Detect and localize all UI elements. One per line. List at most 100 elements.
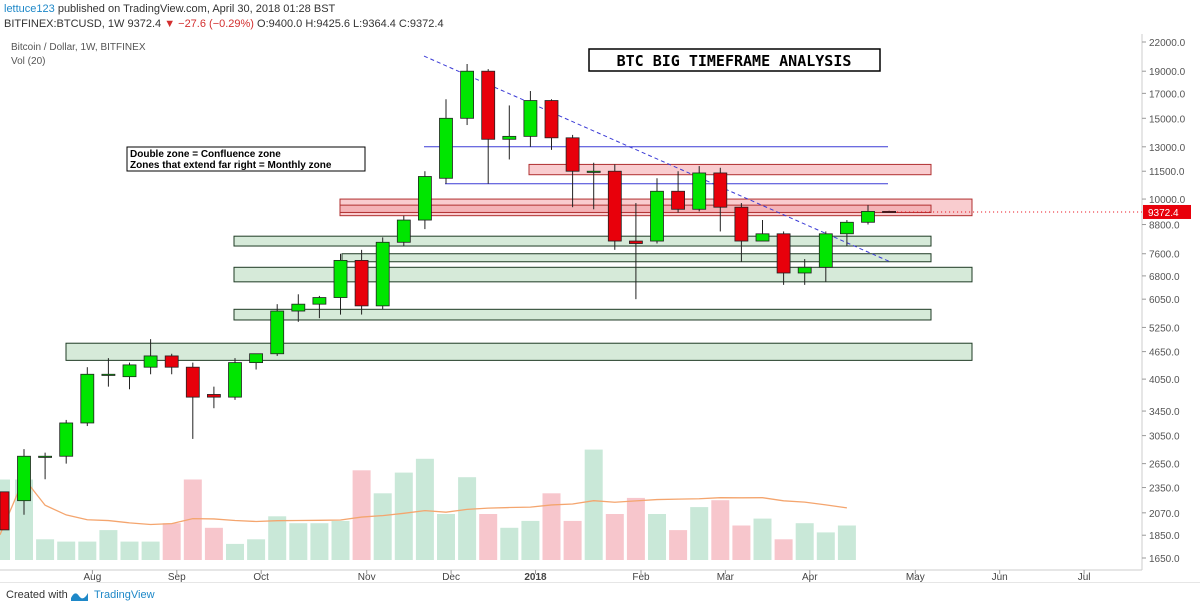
candle-body [439,117,453,179]
volume-bar [226,543,244,560]
volume-bar [204,527,223,560]
volume-bar [394,472,413,560]
volume-bar [162,523,181,560]
candle-body [333,259,348,298]
price-chart[interactable]: 9372.4 22000.0 19000.0 17000.0 15000.0 13000.… [0,34,1200,582]
support-zone [233,235,932,247]
publisher-link[interactable]: lettuce123 [4,3,55,15]
volume-bar [268,516,287,560]
candle-body [417,176,432,221]
candle-body [270,310,285,355]
candle-body [396,219,411,243]
price-axis-label: 15000.0 [1149,114,1186,125]
support-zone [233,308,932,321]
candle-body [122,364,137,378]
symbol-label: BITFINEX:BTCUSD, 1W [4,18,125,30]
time-axis-label: Oct [253,572,269,582]
volume-bar [183,479,202,560]
volume-bar [331,520,350,560]
price-axis-label: 10000.0 [1149,195,1186,206]
down-arrow-icon: ▼ [164,18,176,30]
price-change: −27.6 (−0.29%) [178,18,254,30]
volume-indicator-label: Vol (20) [11,56,45,67]
annotation-box [126,146,366,172]
price-axis-label: 6050.0 [1149,295,1180,306]
candle-body [565,137,580,172]
candle-body [228,362,242,398]
tradingview-brand-link[interactable]: TradingView [94,589,155,601]
candle-body [481,70,496,140]
volume-bar [352,470,371,560]
publish-info: lettuce123 published on TradingView.com,… [4,3,335,15]
candle-body [840,221,854,235]
candle-body [164,355,179,368]
volume-bar [415,458,434,560]
volume-bar [584,449,603,560]
volume-bar [99,530,118,560]
candle-body [206,394,221,398]
volume-bar [479,514,498,560]
resistance-zone [528,163,932,176]
last-price: 9372.4 [127,18,162,30]
price-axis-label: 1850.0 [1149,531,1180,542]
volume-bar [605,514,624,560]
candle-body [776,233,791,274]
price-axis-label: 3050.0 [1149,432,1180,443]
candle-body [629,240,643,244]
candle-body [291,303,306,312]
price-axis-label: 8800.0 [1149,221,1180,232]
volume-bar [500,527,519,560]
price-axis-label: 2650.0 [1149,460,1180,471]
volume-bar [36,539,55,560]
title-box [588,48,881,72]
volume-bar [563,520,582,560]
volume-bar [753,518,772,560]
candle-body [80,373,95,424]
volume-bar [57,541,76,560]
annotation-line-1: Double zone = Confluence zone [130,149,281,160]
support-zone [341,253,932,263]
time-axis-label: Sep [168,572,186,582]
candle-body [59,422,74,457]
candle-body [38,455,52,458]
candle-body [101,373,116,376]
candle-body [143,355,158,368]
volume-bar [78,541,97,560]
time-axis-label: Feb [632,572,650,582]
candle-body [375,241,390,307]
price-axis-label: 19000.0 [1149,67,1186,78]
candle-body [713,172,728,208]
chart-header: lettuce123 published on TradingView.com,… [0,0,1200,34]
time-axis-label: Jul [1078,572,1091,582]
candle-body [586,170,601,173]
candle-body [312,297,327,305]
time-axis-label: Apr [802,572,818,582]
volume-bar [289,523,308,560]
volume-bar [690,507,709,560]
candle-body [17,455,31,502]
time-axis-label: May [906,572,925,582]
volume-bar [732,525,751,560]
trend-line [423,55,891,263]
symbol-info: BITFINEX:BTCUSD, 1W 9372.4 ▼ −27.6 (−0.2… [4,18,444,30]
price-axis-label: 2350.0 [1149,484,1180,495]
price-axis-label: 17000.0 [1149,89,1186,100]
support-zone [65,342,973,361]
volume-bar [542,493,561,560]
candle-body [797,266,812,274]
volume-bar [458,477,477,560]
candle-body [671,190,685,210]
time-axis-label: 2018 [524,572,547,582]
ohlc-values: O:9400.0 H:9425.6 L:9364.4 C:9372.4 [257,18,444,30]
price-axis-label: 1650.0 [1149,554,1180,565]
candle-body [882,210,896,213]
candle-body [185,366,200,398]
volume-bar [774,539,793,560]
created-with-label: Created with [6,589,68,601]
candle-body [249,353,264,364]
time-axis-label: Nov [358,572,376,582]
last-price-tag [1143,204,1191,219]
price-axis-label: 3450.0 [1149,407,1180,418]
volume-bar [373,493,392,560]
volume-bar [795,523,814,560]
